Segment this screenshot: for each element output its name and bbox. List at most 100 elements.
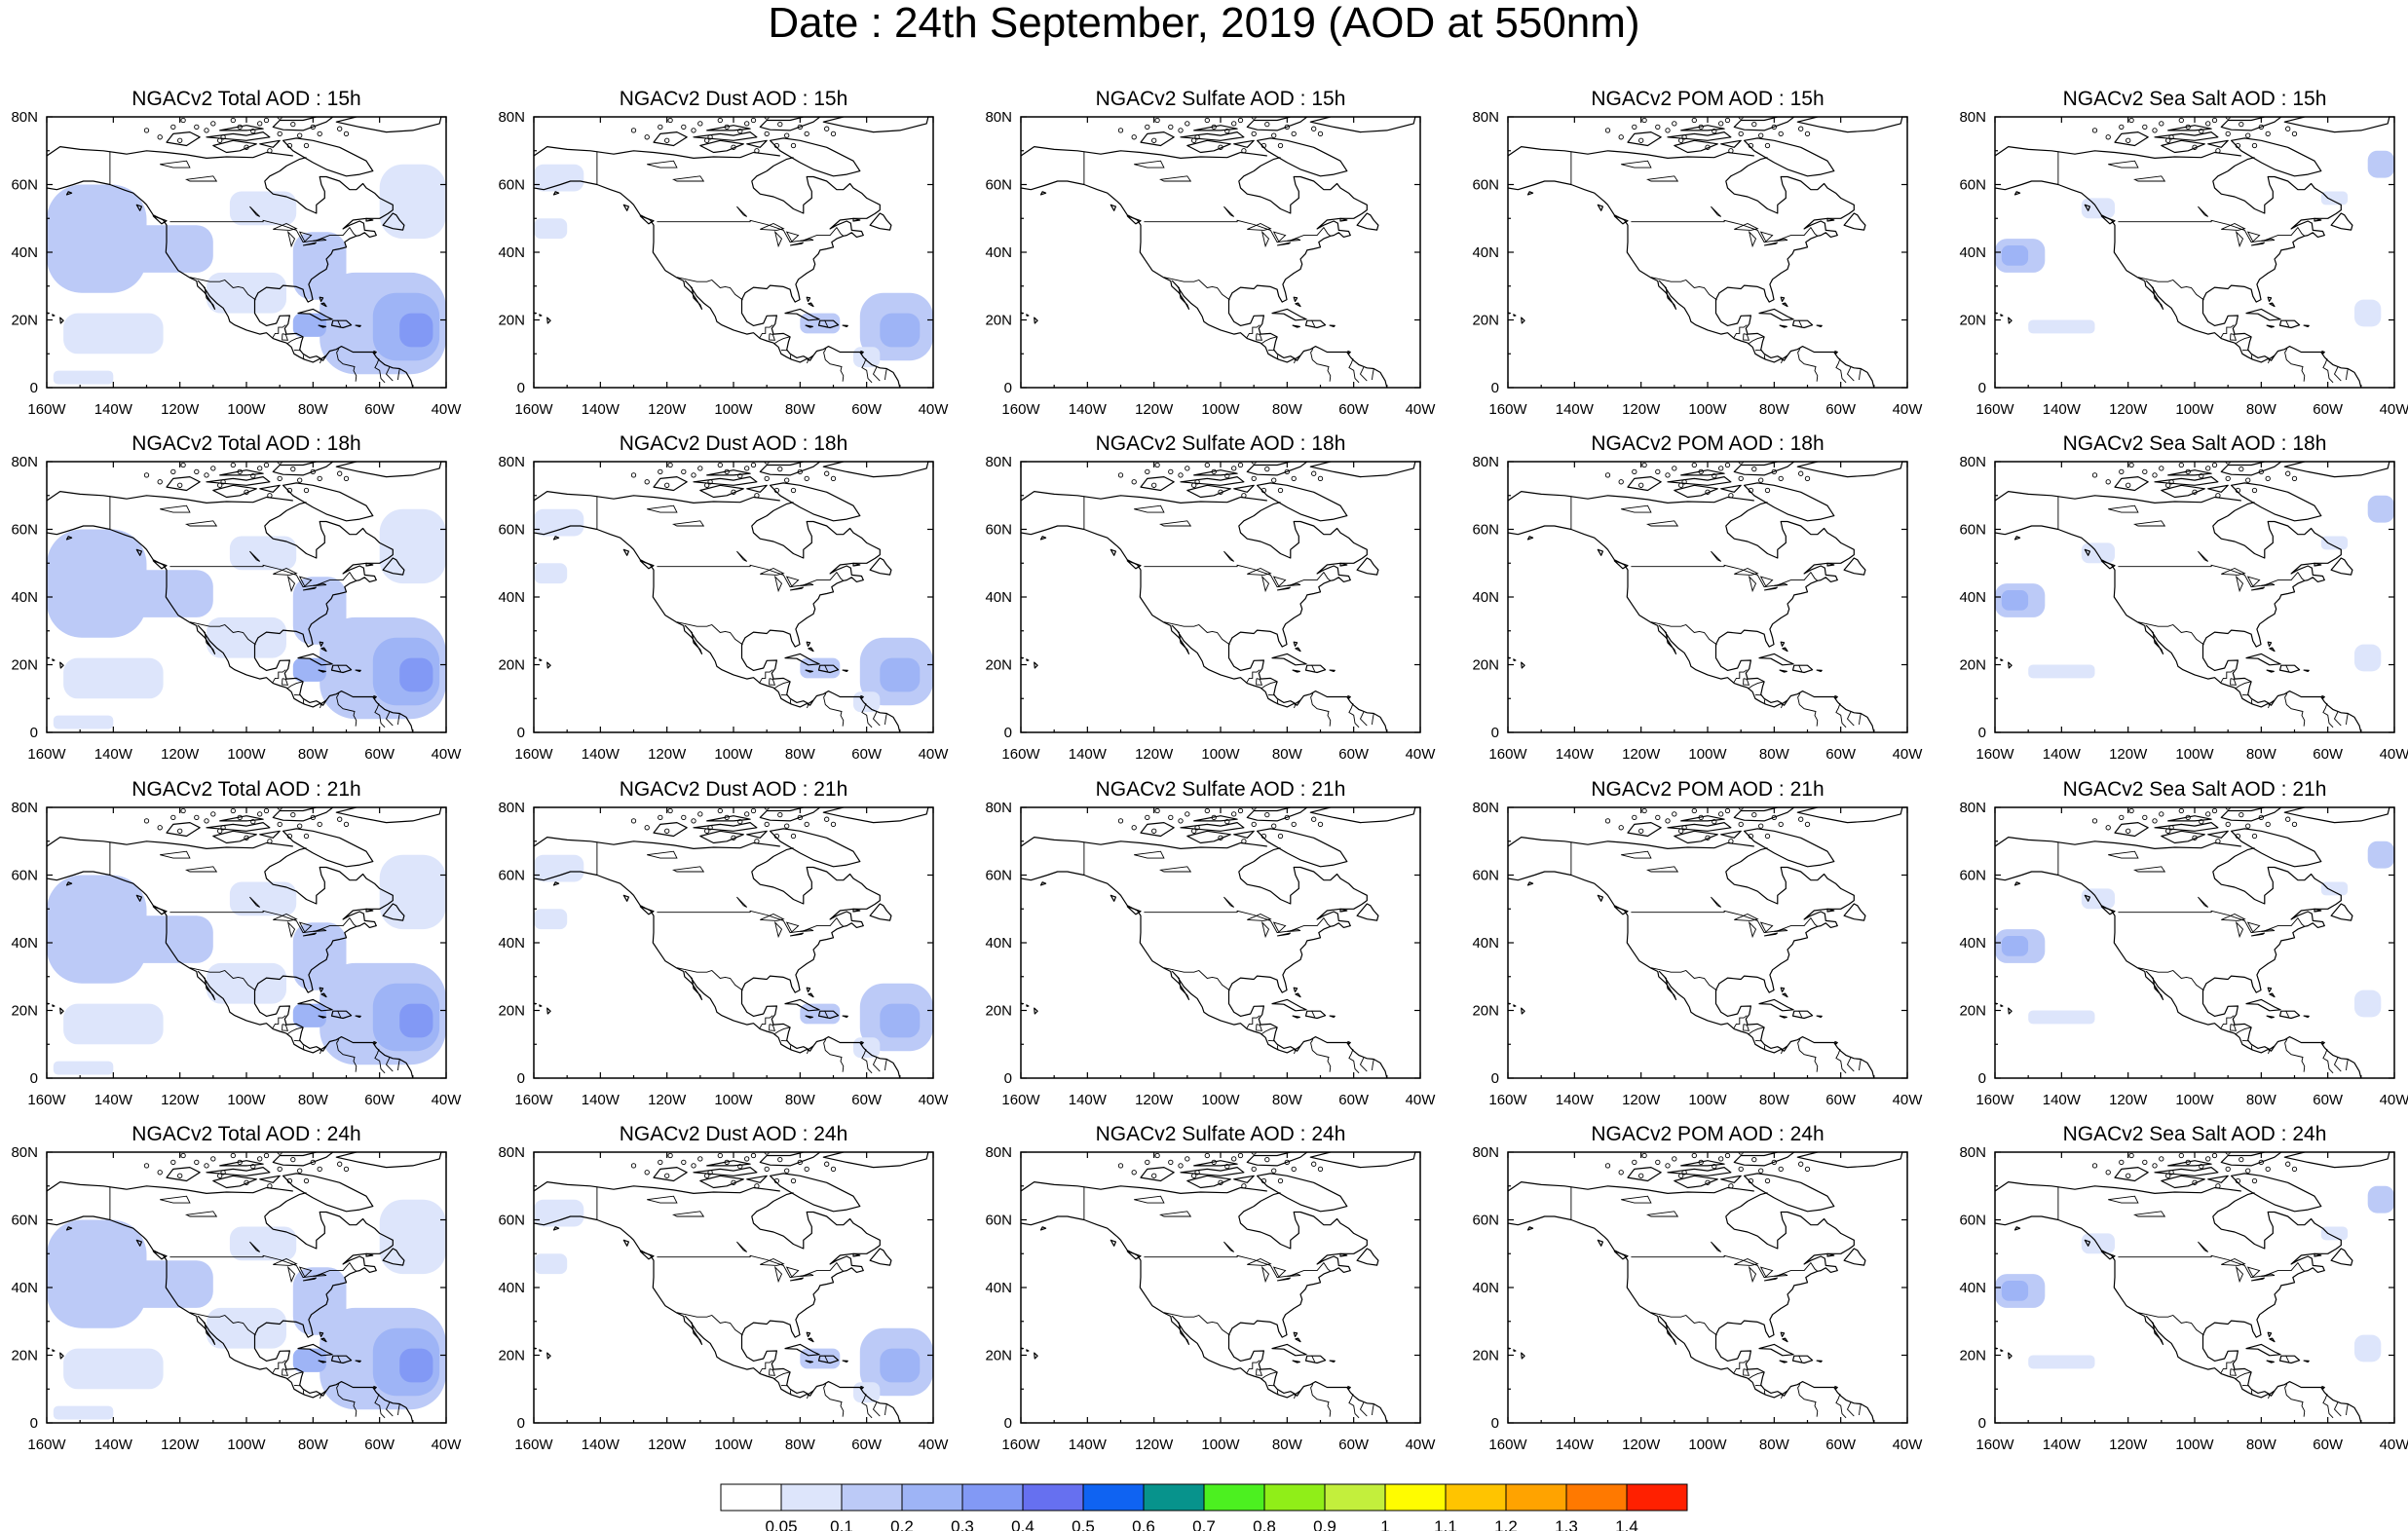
island-outline bbox=[1260, 833, 1267, 840]
country-border bbox=[189, 1312, 256, 1336]
island-outline bbox=[210, 1156, 216, 1162]
island-outline bbox=[297, 1343, 333, 1357]
country-border bbox=[1311, 664, 1316, 672]
coastline bbox=[47, 491, 293, 509]
lake-outline bbox=[1272, 576, 1287, 587]
island-outline bbox=[1672, 466, 1677, 471]
x-tick-label: 80W bbox=[298, 401, 329, 418]
island-outline bbox=[1140, 822, 1175, 838]
island-outline bbox=[1758, 308, 1794, 321]
country-border bbox=[2236, 1027, 2251, 1034]
lake-outline bbox=[790, 242, 805, 246]
island-outline bbox=[250, 818, 256, 825]
island-outline bbox=[1295, 1337, 1301, 1343]
island-outline bbox=[797, 1159, 803, 1166]
island-outline bbox=[310, 468, 316, 475]
island-outline bbox=[1339, 908, 1348, 913]
island-outline bbox=[808, 302, 814, 308]
lake-outline bbox=[1158, 1211, 1192, 1217]
island-outline bbox=[1292, 1015, 1300, 1019]
island-outline bbox=[707, 1170, 713, 1176]
island-outline bbox=[1271, 653, 1307, 666]
colorbar-box bbox=[1626, 1483, 1688, 1512]
island-outline bbox=[773, 1177, 780, 1184]
lake-outline bbox=[2198, 1241, 2209, 1252]
country-border bbox=[272, 669, 286, 684]
island-outline bbox=[2178, 117, 2184, 124]
aod-cell bbox=[292, 1348, 326, 1372]
island-outline bbox=[319, 987, 324, 992]
island-outline bbox=[1260, 487, 1267, 494]
island-outline bbox=[777, 121, 783, 128]
aod-cell bbox=[880, 313, 921, 348]
y-tick-label: 40N bbox=[498, 589, 525, 606]
x-tick-label: 160W bbox=[1001, 1437, 1040, 1453]
y-tick-label: 20N bbox=[1472, 1348, 1499, 1364]
aod-cell bbox=[2028, 1355, 2095, 1369]
country-border bbox=[1256, 1368, 1263, 1376]
island-outline bbox=[152, 1251, 168, 1260]
island-outline bbox=[1204, 1152, 1210, 1159]
island-outline bbox=[1218, 835, 1223, 840]
country-border bbox=[2137, 621, 2204, 646]
aod-cell bbox=[399, 657, 433, 692]
island-outline bbox=[830, 821, 837, 828]
island-outline bbox=[2205, 811, 2211, 817]
aod-cell bbox=[534, 563, 568, 584]
island-outline bbox=[297, 308, 333, 321]
island-outline bbox=[1513, 1004, 1517, 1007]
island-outline bbox=[1026, 1004, 1030, 1007]
island-outline bbox=[373, 350, 377, 355]
island-outline bbox=[1632, 1159, 1637, 1166]
island-outline bbox=[1758, 653, 1794, 666]
island-outline bbox=[1231, 811, 1237, 817]
colorbar-label: 0.8 bbox=[1253, 1517, 1276, 1531]
island-outline bbox=[2119, 814, 2125, 821]
x-tick-label: 80W bbox=[785, 1437, 816, 1453]
island-outline bbox=[2185, 1159, 2191, 1166]
country-border bbox=[884, 1059, 887, 1071]
island-outline bbox=[1638, 482, 1644, 488]
x-tick-label: 60W bbox=[1825, 1437, 1857, 1453]
island-outline bbox=[204, 1163, 209, 1169]
island-outline bbox=[1284, 814, 1290, 821]
country-border bbox=[1781, 357, 1784, 364]
coastline bbox=[740, 1192, 881, 1396]
island-outline bbox=[2091, 128, 2098, 133]
island-outline bbox=[653, 1167, 688, 1182]
country-border bbox=[2118, 910, 2306, 934]
country-border bbox=[282, 678, 289, 686]
country-border bbox=[1256, 333, 1263, 341]
island-outline bbox=[2258, 814, 2264, 821]
island-outline bbox=[2251, 487, 2258, 494]
lake-outline bbox=[298, 576, 313, 587]
island-outline bbox=[822, 1152, 929, 1169]
island-outline bbox=[2161, 484, 2205, 499]
coastline bbox=[1227, 847, 1368, 1051]
island-outline bbox=[1826, 908, 1835, 913]
lake-outline bbox=[286, 230, 296, 248]
lake-outline bbox=[2246, 576, 2261, 587]
country-border bbox=[1846, 1401, 1855, 1417]
island-outline bbox=[166, 476, 201, 492]
island-outline bbox=[1168, 124, 1174, 131]
island-outline bbox=[1778, 475, 1784, 482]
x-tick-label: 40W bbox=[1406, 746, 1437, 763]
island-outline bbox=[355, 1360, 361, 1363]
island-outline bbox=[1718, 811, 1724, 817]
country-border bbox=[320, 1393, 322, 1400]
panel-title: NGACv2 Dust AOD : 21h bbox=[619, 778, 848, 801]
island-outline bbox=[2192, 144, 2198, 150]
island-outline bbox=[297, 1168, 303, 1174]
island-outline bbox=[263, 117, 270, 124]
country-border bbox=[861, 1048, 873, 1074]
island-outline bbox=[860, 350, 864, 355]
island-outline bbox=[2265, 131, 2271, 137]
island-outline bbox=[220, 479, 226, 485]
island-outline bbox=[1834, 350, 1838, 355]
lake-outline bbox=[2198, 550, 2209, 562]
island-outline bbox=[639, 1251, 655, 1260]
map-panel: NGACv2 Sulfate AOD : 21h 160W 140W 120W 100W… bbox=[974, 778, 1461, 1123]
country-border bbox=[2346, 368, 2349, 381]
island-outline bbox=[2225, 1166, 2231, 1173]
